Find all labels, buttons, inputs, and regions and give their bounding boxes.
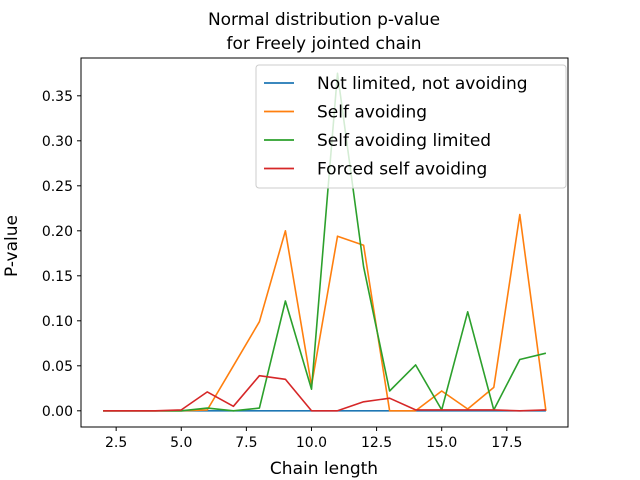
x-axis-label: Chain length: [270, 459, 378, 479]
y-tick-label: 0.05: [42, 359, 73, 375]
x-tick-label: 10.0: [296, 435, 327, 451]
y-tick-label: 0.25: [42, 179, 73, 195]
y-tick-label: 0.35: [42, 89, 73, 105]
legend: Not limited, not avoiding Self avoiding Se…: [255, 64, 567, 189]
x-tick-label: 12.5: [361, 435, 392, 451]
x-tick-label: 17.5: [491, 435, 522, 451]
axes-frame: [80, 57, 569, 428]
legend-label: Not limited, not avoiding: [317, 74, 528, 94]
x-tick-label: 15.0: [426, 435, 457, 451]
x-tick-label: 2.5: [105, 435, 127, 451]
chart-title-line-1: Normal distribution p-value: [208, 10, 440, 30]
legend-label: Self avoiding limited: [317, 131, 491, 151]
y-tick-label: 0.15: [42, 269, 73, 285]
y-tick-label: 0.20: [42, 224, 73, 240]
y-tick-label: 0.00: [42, 404, 73, 420]
chart-title-line-2: for Freely jointed chain: [226, 34, 421, 54]
x-tick-label: 7.5: [235, 435, 257, 451]
y-tick-label: 0.30: [42, 134, 73, 150]
plot-area: 2.5 5.0 7.5 10.0 12.5 15.0 17.5 0.00 0.05 0.10 0.1…: [42, 57, 569, 451]
series-line-4: [103, 374, 546, 412]
x-tick-label: 5.0: [170, 435, 192, 451]
legend-box: [255, 64, 567, 189]
series-line-2: [103, 213, 547, 412]
legend-label: Forced self avoiding: [317, 160, 487, 180]
legend-label: Self avoiding: [317, 103, 427, 123]
y-tick-label: 0.10: [42, 314, 73, 330]
y-axis-label: P-value: [2, 215, 22, 277]
